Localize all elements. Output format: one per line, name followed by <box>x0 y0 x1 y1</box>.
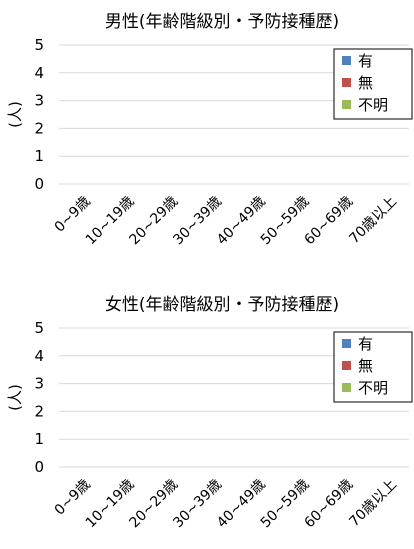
female-legend-label: 有 <box>358 335 373 353</box>
male-x-tick-label: 0~9歳 <box>52 194 94 236</box>
male-legend-swatch <box>342 100 351 109</box>
female-legend-label: 無 <box>358 357 373 375</box>
female-chart-title: 女性(年齢階級別・予防接種歴) <box>105 295 339 315</box>
male-y-tick-label: 2 <box>34 119 44 137</box>
male-legend-swatch <box>342 78 351 87</box>
female-y-axis-label: (人) <box>6 384 24 411</box>
female-chart: 女性(年齢階級別・予防接種歴)012345(人)0~9歳10~19歳20~29歳… <box>6 295 413 532</box>
male-y-tick-label: 0 <box>34 175 44 193</box>
male-legend-label: 無 <box>358 74 373 92</box>
male-chart-title: 男性(年齢階級別・予防接種歴) <box>105 12 339 32</box>
male-x-tick-label: 60~69歳 <box>302 194 357 249</box>
female-x-tick-label: 70歳以上 <box>346 477 400 531</box>
female-y-tick-label: 4 <box>34 347 44 365</box>
male-legend-swatch <box>342 56 351 65</box>
male-y-tick-label: 4 <box>34 64 44 82</box>
female-y-tick-label: 0 <box>34 458 44 476</box>
male-y-tick-label: 1 <box>34 147 44 165</box>
female-y-tick-label: 1 <box>34 430 44 448</box>
female-y-tick-label: 3 <box>34 375 44 393</box>
female-legend-label: 不明 <box>358 379 388 397</box>
male-y-tick-label: 5 <box>34 36 44 54</box>
female-legend-swatch <box>342 361 351 370</box>
female-legend-swatch <box>342 339 351 348</box>
female-x-tick-label: 60~69歳 <box>302 477 357 532</box>
female-y-tick-label: 2 <box>34 402 44 420</box>
male-x-tick-label: 70歳以上 <box>346 194 400 248</box>
female-legend-swatch <box>342 383 351 392</box>
male-legend-label: 有 <box>358 52 373 70</box>
male-chart: 男性(年齢階級別・予防接種歴)012345(人)0~9歳10~19歳20~29歳… <box>6 12 413 249</box>
female-y-tick-label: 5 <box>34 319 44 337</box>
male-y-axis-label: (人) <box>6 101 24 128</box>
female-x-tick-label: 0~9歳 <box>52 477 94 519</box>
male-legend-label: 不明 <box>358 96 388 114</box>
male-y-tick-label: 3 <box>34 92 44 110</box>
